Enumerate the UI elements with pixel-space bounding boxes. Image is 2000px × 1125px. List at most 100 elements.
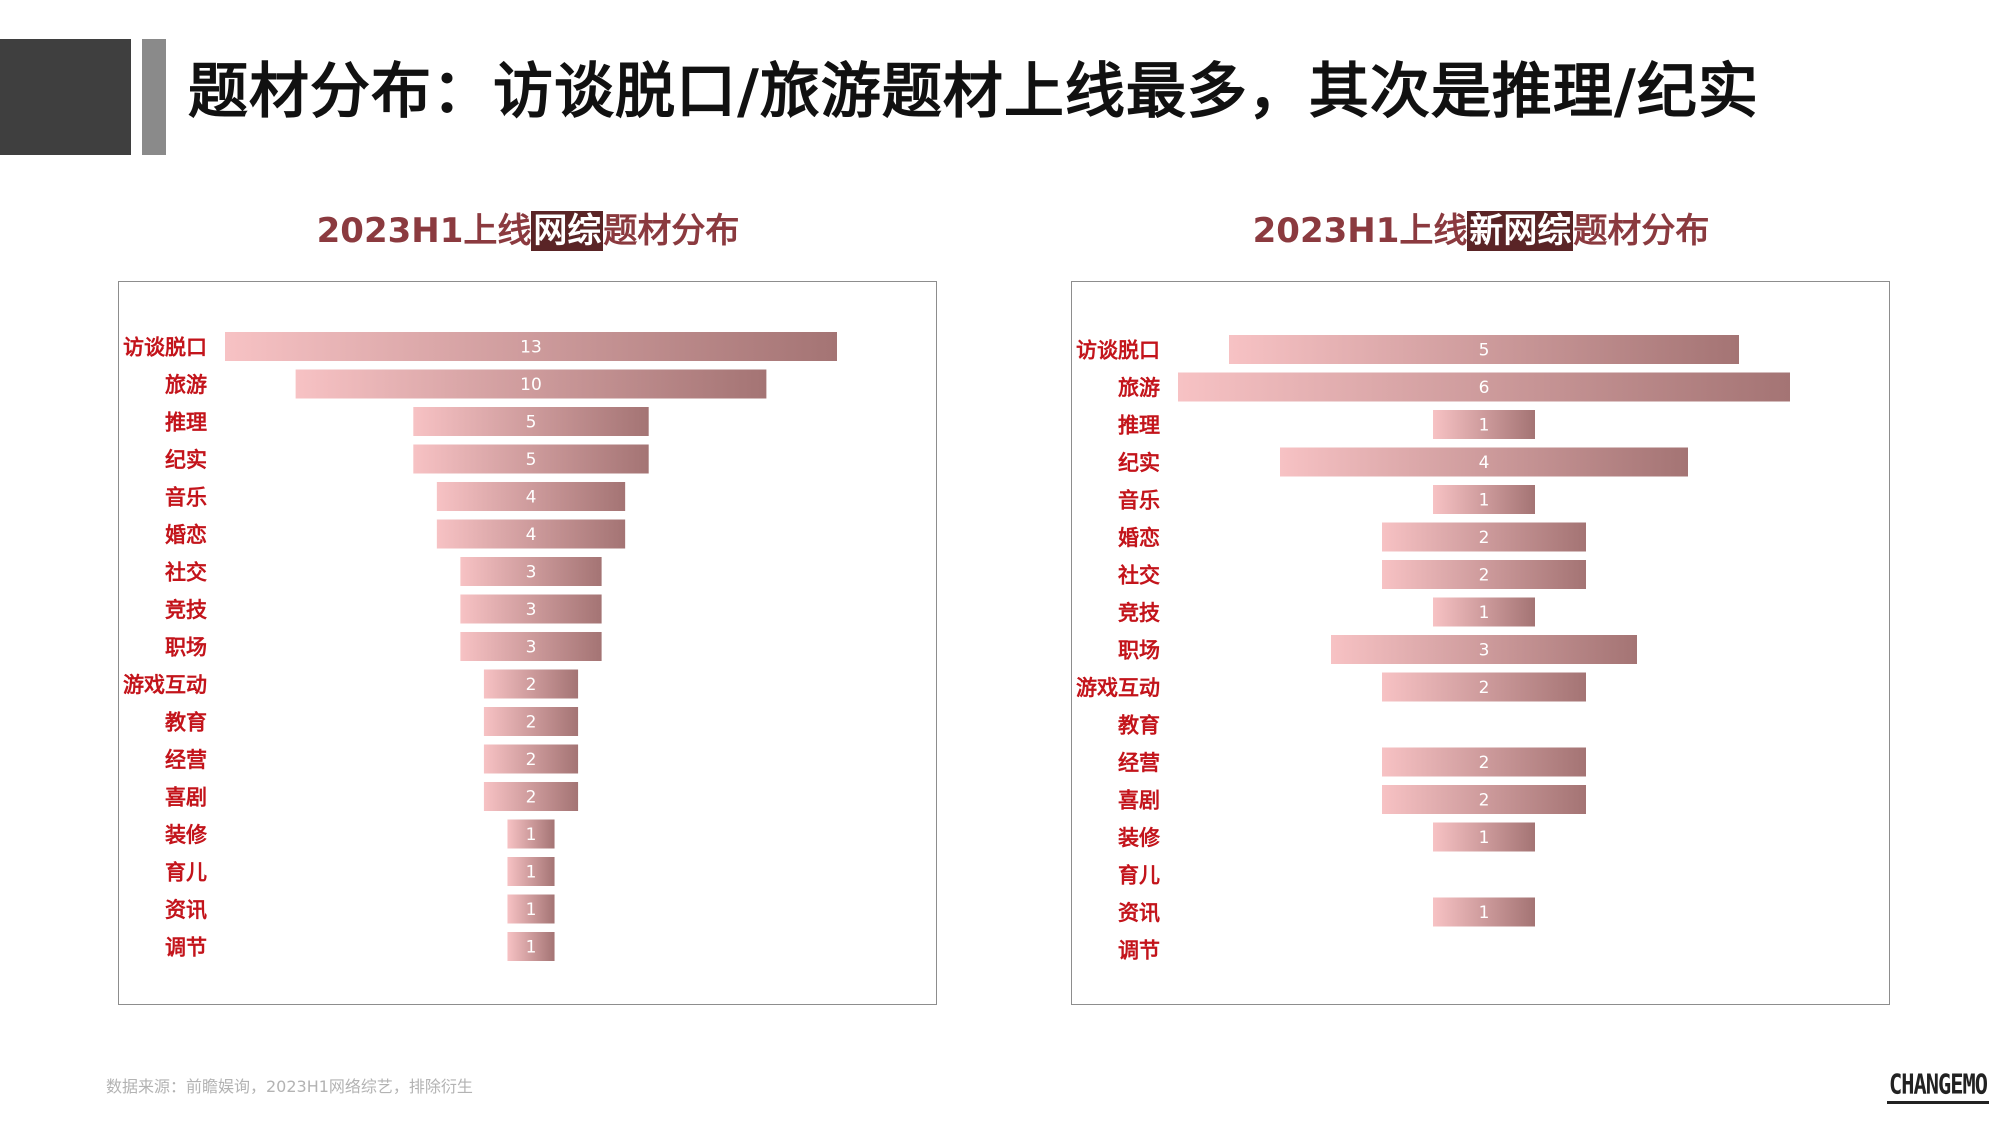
- chart-1-svg: 访谈脱口 13 旅游 10 推理 5 纪实 5 音乐 4 婚恋 4 社交 3 竞技 3 职场 3 游戏互动 2 教育 2 经…: [123, 332, 837, 961]
- value-label: 3: [526, 600, 537, 620]
- value-label: 1: [526, 900, 537, 920]
- value-label: 2: [526, 713, 537, 733]
- value-label: 1: [526, 863, 537, 883]
- bar: [460, 632, 602, 661]
- bar: [1433, 410, 1535, 439]
- chart-panel-1: 访谈脱口 13 旅游 10 推理 5 纪实 5 音乐 4 婚恋 4 社交 3 竞技 3 职场 3 游戏互动 2 教育 2 经…: [118, 281, 937, 1005]
- value-label: 3: [526, 638, 537, 658]
- value-label: 5: [1479, 341, 1490, 361]
- value-label: 4: [526, 525, 537, 545]
- category-label: 装修: [1118, 826, 1161, 850]
- category-label: 职场: [1118, 639, 1160, 663]
- bar: [483, 669, 579, 699]
- category-label: 社交: [1117, 564, 1160, 588]
- category-label: 游戏互动: [123, 673, 207, 697]
- category-label: 纪实: [165, 448, 207, 472]
- brand-logo-underline: [1887, 1101, 1989, 1104]
- chart-title-1: 2023H1上线网综题材分布: [128, 206, 928, 256]
- value-label: 3: [1479, 641, 1490, 661]
- bar: [1433, 485, 1535, 514]
- value-label: 1: [1479, 903, 1490, 923]
- value-label: 1: [526, 938, 537, 958]
- bar: [436, 482, 626, 511]
- value-label: 10: [520, 375, 542, 395]
- category-label: 竞技: [165, 598, 208, 622]
- category-label: 教育: [165, 711, 207, 735]
- source-note: 数据来源：前瞻娱询，2023H1网络综艺，排除衍生: [106, 1077, 473, 1096]
- category-label: 竞技: [1118, 601, 1161, 625]
- bar: [413, 407, 649, 436]
- value-label: 2: [1479, 528, 1490, 548]
- value-label: 1: [526, 825, 537, 845]
- brand-logo-text: CHANGEMO: [1889, 1069, 1988, 1102]
- value-label: 5: [526, 450, 537, 470]
- category-label: 资讯: [165, 898, 207, 922]
- bar: [460, 557, 602, 586]
- value-label: 5: [526, 413, 537, 433]
- category-label: 经营: [165, 748, 207, 772]
- bar: [483, 744, 579, 774]
- bar: [483, 707, 579, 736]
- bar: [1382, 747, 1586, 777]
- chart-title-2-before: 2023H1上线: [1252, 211, 1468, 251]
- bar: [460, 594, 602, 624]
- value-label: 4: [526, 488, 537, 508]
- chart-title-1-highlight: 网综: [531, 211, 604, 251]
- value-label: 13: [520, 338, 542, 358]
- value-label: 2: [1479, 566, 1490, 586]
- category-label: 育儿: [1118, 864, 1160, 888]
- category-label: 喜剧: [1118, 789, 1160, 813]
- category-label: 教育: [1118, 714, 1160, 738]
- category-label: 育儿: [165, 861, 207, 885]
- bar: [507, 819, 555, 849]
- category-label: 装修: [165, 823, 208, 847]
- category-label: 音乐: [1118, 489, 1160, 513]
- category-label: 访谈脱口: [123, 336, 207, 360]
- category-label: 旅游: [1118, 376, 1160, 400]
- bar: [483, 782, 579, 811]
- value-label: 2: [1479, 678, 1490, 698]
- bar: [1382, 672, 1586, 702]
- value-label: 1: [1479, 491, 1490, 511]
- bar: [1433, 822, 1535, 852]
- category-label: 游戏互动: [1076, 676, 1160, 700]
- category-label: 调节: [165, 936, 207, 960]
- bar: [1382, 560, 1586, 589]
- bar: [295, 369, 767, 399]
- category-label: 纪实: [1118, 451, 1160, 475]
- bar: [436, 519, 626, 549]
- bar: [1178, 372, 1790, 402]
- bar: [1382, 785, 1586, 814]
- category-label: 职场: [165, 636, 207, 660]
- category-label: 推理: [1118, 414, 1160, 438]
- category-label: 推理: [165, 411, 207, 435]
- chart-title-1-after: 题材分布: [603, 211, 740, 251]
- value-label: 1: [1479, 603, 1490, 623]
- category-label: 喜剧: [165, 786, 207, 810]
- bar: [1433, 897, 1535, 927]
- value-label: 1: [1479, 416, 1490, 436]
- category-label: 旅游: [165, 373, 207, 397]
- bar: [413, 444, 649, 474]
- value-label: 4: [1479, 453, 1490, 473]
- category-label: 婚恋: [165, 523, 207, 547]
- bar: [507, 894, 555, 924]
- value-label: 2: [1479, 753, 1490, 773]
- value-label: 1: [1479, 828, 1490, 848]
- category-label: 调节: [1118, 939, 1160, 963]
- category-label: 资讯: [1118, 901, 1160, 925]
- category-label: 访谈脱口: [1076, 339, 1160, 363]
- chart-title-1-before: 2023H1上线: [316, 211, 532, 251]
- header-dark-block: [0, 39, 131, 155]
- bar: [1331, 635, 1637, 664]
- value-label: 2: [526, 750, 537, 770]
- chart-panel-2: 访谈脱口 5 旅游 6 推理 1 纪实 4 音乐 1 婚恋 2 社交 2 竞技 1 职场 3 游戏互动 2 教育 经营 2 喜…: [1071, 281, 1890, 1005]
- bar: [1229, 335, 1739, 364]
- value-label: 2: [526, 788, 537, 808]
- chart-title-2-after: 题材分布: [1573, 211, 1710, 251]
- bar: [1382, 522, 1586, 552]
- brand-logo: CHANGEMO: [1883, 1069, 1993, 1111]
- category-label: 社交: [164, 561, 207, 585]
- category-label: 音乐: [165, 486, 207, 510]
